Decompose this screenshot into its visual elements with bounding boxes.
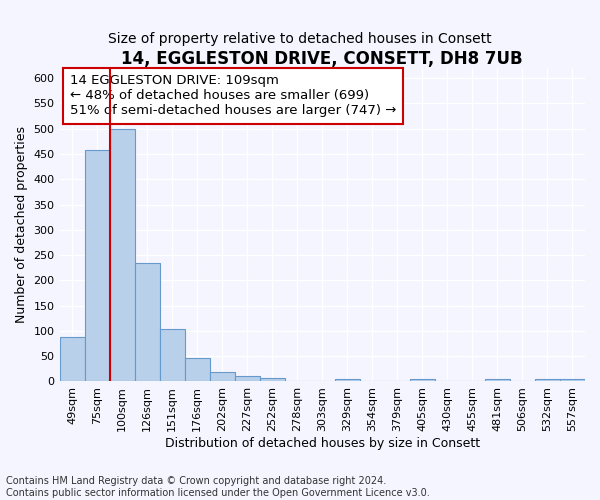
Title: 14, EGGLESTON DRIVE, CONSETT, DH8 7UB: 14, EGGLESTON DRIVE, CONSETT, DH8 7UB (121, 50, 523, 68)
Bar (185, 358, 209, 382)
Bar (160, 329, 185, 382)
Bar (485, 379, 510, 382)
Bar (134, 263, 160, 382)
X-axis label: Distribution of detached houses by size in Consett: Distribution of detached houses by size … (165, 437, 480, 450)
Text: 14 EGGLESTON DRIVE: 109sqm
← 48% of detached houses are smaller (699)
51% of sem: 14 EGGLESTON DRIVE: 109sqm ← 48% of deta… (70, 74, 397, 118)
Bar (209, 372, 235, 382)
Text: Size of property relative to detached houses in Consett: Size of property relative to detached ho… (108, 32, 492, 46)
Bar (335, 379, 360, 382)
Bar (410, 379, 435, 382)
Bar (85, 150, 110, 382)
Text: Contains HM Land Registry data © Crown copyright and database right 2024.
Contai: Contains HM Land Registry data © Crown c… (6, 476, 430, 498)
Y-axis label: Number of detached properties: Number of detached properties (15, 126, 28, 323)
Bar (235, 376, 260, 382)
Bar (110, 128, 134, 382)
Bar (260, 378, 285, 382)
Bar (59, 337, 85, 382)
Bar (560, 379, 585, 382)
Bar (535, 379, 560, 382)
